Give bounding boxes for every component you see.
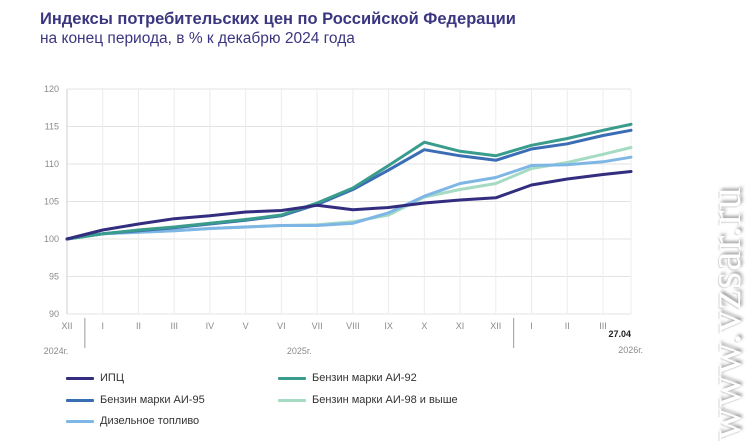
x-tick-label: II — [565, 321, 570, 331]
legend-swatch — [66, 398, 94, 402]
legend-label: ИПЦ — [100, 372, 124, 384]
x-tick-label: VI — [277, 321, 286, 331]
legend-item-ai92: Бензин марки АИ-92 — [278, 372, 417, 384]
legend-item-ai95: Бензин марки АИ-95 — [66, 394, 205, 406]
y-tick-label: 95 — [49, 272, 59, 282]
x-tick-label: VIII — [346, 321, 360, 331]
x-tick-label: 27.04 — [608, 329, 631, 339]
year-label: 2025г. — [287, 346, 312, 356]
x-tick-label: V — [243, 321, 249, 331]
x-tick-label: III — [170, 321, 178, 331]
watermark: www.vzsar.ru — [701, 186, 750, 440]
year-label: 2026г. — [618, 345, 643, 355]
x-tick-label: III — [599, 321, 607, 331]
x-tick-label: X — [421, 321, 427, 331]
chart-subtitle: на конец периода, в % к декабрю 2024 год… — [40, 30, 355, 47]
x-tick-label: I — [530, 321, 533, 331]
legend-item-diesel: Дизельное топливо — [66, 415, 199, 427]
legend-label: Бензин марки АИ-92 — [312, 372, 417, 384]
legend-swatch — [66, 419, 94, 423]
legend-item-cpi: ИПЦ — [66, 372, 124, 384]
x-tick-label: XI — [456, 321, 465, 331]
x-tick-label: I — [101, 321, 104, 331]
legend-swatch — [278, 398, 306, 402]
y-tick-label: 90 — [49, 309, 59, 319]
series-line-1 — [65, 122, 633, 241]
legend-swatch — [66, 376, 94, 380]
y-tick-label: 100 — [44, 234, 59, 244]
x-tick-label: IV — [206, 321, 215, 331]
year-label: 2024г. — [44, 346, 69, 356]
y-tick-label: 110 — [45, 159, 59, 169]
y-tick-label: 120 — [44, 84, 59, 94]
x-tick-label: XII — [490, 321, 501, 331]
chart-title: Индексы потребительских цен по Российско… — [40, 10, 516, 28]
legend-item-ai98: Бензин марки АИ-98 и выше — [278, 394, 458, 406]
series-line-4 — [65, 155, 633, 241]
legend-label: Бензин марки АИ-95 — [100, 394, 205, 406]
y-tick-label: 105 — [44, 197, 59, 207]
legend-swatch — [278, 376, 306, 380]
series-line-0 — [65, 170, 633, 241]
x-tick-label: II — [136, 321, 141, 331]
x-tick-label: VII — [312, 321, 323, 331]
legend-label: Бензин марки АИ-98 и выше — [312, 394, 458, 406]
y-tick-label: 115 — [45, 122, 59, 132]
legend-label: Дизельное топливо — [100, 415, 200, 427]
x-tick-label: XII — [61, 321, 72, 331]
series-line-3 — [65, 146, 633, 241]
x-tick-label: IX — [384, 321, 393, 331]
